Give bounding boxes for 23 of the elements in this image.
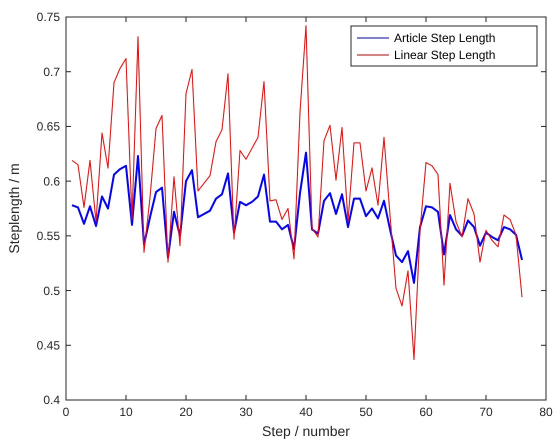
- legend-label: Linear Step Length: [394, 48, 496, 62]
- y-tick-label: 0.55: [36, 229, 60, 244]
- x-tick-label: 60: [419, 405, 433, 419]
- line-series: [71, 152, 523, 284]
- y-tick-label: 0.7: [43, 64, 60, 79]
- x-tick-label: 80: [539, 405, 553, 419]
- x-tick-label: 40: [299, 405, 313, 419]
- y-tick-label: 0.65: [36, 120, 60, 134]
- y-tick-label: 0.75: [36, 10, 60, 24]
- y-tick-label: 0.5: [43, 284, 60, 298]
- x-tick-label: 50: [359, 405, 373, 419]
- legend-label: Article Step Length: [394, 31, 496, 46]
- x-tick-label: 10: [119, 405, 133, 419]
- x-tick-label: 70: [479, 405, 493, 419]
- y-tick-label: 0.45: [36, 338, 60, 352]
- y-tick-label: 0.6: [43, 174, 60, 188]
- x-tick-label: 20: [179, 405, 193, 419]
- line-series: [72, 25, 522, 360]
- x-tick-label: 30: [239, 405, 253, 419]
- y-axis-title: Steplength / m: [6, 163, 22, 254]
- y-tick-label: 0.4: [43, 393, 60, 408]
- x-axis-title: Step / number: [262, 423, 350, 439]
- x-tick-label: 0: [62, 405, 70, 419]
